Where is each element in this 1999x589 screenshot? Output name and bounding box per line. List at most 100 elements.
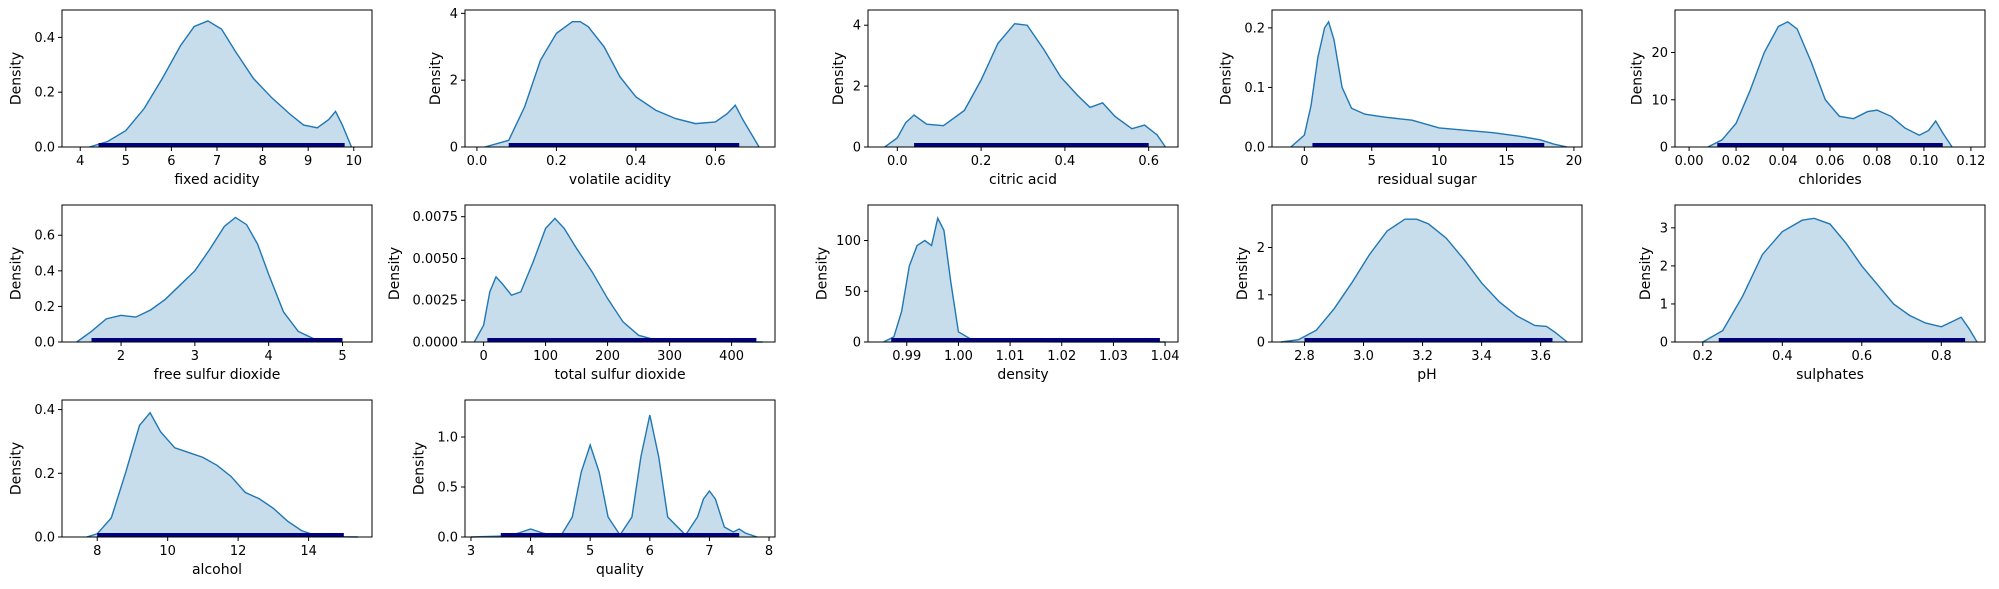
- x-tick-label: 10: [159, 544, 176, 559]
- x-tick-label: 0.00: [1675, 154, 1704, 169]
- y-tick-label: 50: [844, 285, 861, 300]
- y-tick-label: 0: [853, 141, 861, 156]
- y-tick-label: 2: [1660, 259, 1668, 274]
- y-axis-label: Density: [1638, 247, 1654, 300]
- x-tick-label: 0.4: [626, 154, 647, 169]
- x-tick-label: 0.2: [971, 154, 992, 169]
- kde-area: [1702, 218, 1978, 342]
- x-tick-label: 100: [533, 349, 558, 364]
- x-tick-label: 6: [646, 544, 654, 559]
- y-tick-label: 0.2: [34, 467, 55, 482]
- y-tick-label: 0.0: [34, 141, 55, 156]
- x-tick-label: 3.4: [1471, 349, 1492, 364]
- x-tick-label: 200: [595, 349, 620, 364]
- x-tick-label: 4: [526, 544, 534, 559]
- x-tick-label: 15: [1498, 154, 1515, 169]
- x-tick-label: 8: [258, 154, 266, 169]
- y-tick-label: 2: [853, 80, 861, 95]
- y-tick-label: 0.0025: [413, 294, 459, 309]
- x-axis-label: alcohol: [192, 562, 242, 578]
- rug-marks: [487, 338, 757, 342]
- x-tick-label: 10: [345, 154, 362, 169]
- y-tick-label: 1: [1257, 288, 1265, 303]
- axes-frame: [464, 204, 776, 343]
- x-tick-label: 1.03: [1099, 349, 1128, 364]
- kde-line: [89, 20, 353, 148]
- y-tick-label: 0.5: [437, 481, 458, 496]
- x-axis-label: free sulfur dioxide: [154, 367, 281, 383]
- x-tick-label: 3.0: [1353, 349, 1374, 364]
- x-tick-label: 10: [1431, 154, 1448, 169]
- kde-area: [89, 20, 352, 147]
- x-tick-label: 0.6: [705, 154, 726, 169]
- y-axis-label: Density: [8, 247, 24, 300]
- axes-frame: [1674, 204, 1986, 343]
- rug-marks: [508, 143, 740, 147]
- rug-marks: [97, 533, 344, 537]
- y-tick-label: 0.1: [1244, 81, 1265, 96]
- y-axis-label: Density: [1235, 247, 1251, 300]
- y-tick-label: 0.2: [34, 86, 55, 101]
- kde-line: [76, 216, 343, 343]
- y-axis-label: Density: [1218, 52, 1234, 105]
- kde-area: [884, 23, 1166, 148]
- x-tick-label: 5: [586, 544, 594, 559]
- kde-line: [484, 21, 760, 148]
- y-axis-label: Density: [8, 52, 24, 105]
- x-tick-label: 0.10: [1909, 154, 1938, 169]
- y-tick-label: 3: [1660, 221, 1668, 236]
- y-tick-label: 1: [1660, 297, 1668, 312]
- axes-frame: [464, 9, 776, 148]
- x-tick-label: 0.0: [887, 154, 908, 169]
- rug-marks: [914, 143, 1149, 147]
- y-tick-label: 2: [450, 74, 458, 89]
- y-tick-label: 4: [450, 7, 458, 22]
- x-tick-label: 400: [719, 349, 744, 364]
- y-axis-label: Density: [8, 442, 24, 495]
- kde-line: [1280, 218, 1568, 343]
- rug-marks: [98, 143, 345, 147]
- kde-line: [1707, 20, 1953, 148]
- rug-marks: [891, 338, 1160, 342]
- x-tick-label: 6: [167, 154, 175, 169]
- y-axis-label: Density: [814, 247, 830, 300]
- kde-area: [1280, 219, 1568, 342]
- x-tick-label: 0.06: [1816, 154, 1845, 169]
- kde-panel: 0.99 1.00 1.01 1.02 1.03 1.04 0 50 100 density Den…: [814, 204, 1180, 383]
- y-tick-label: 0.6: [34, 229, 55, 244]
- rug-marks: [500, 533, 740, 537]
- x-tick-label: 0.6: [1138, 154, 1159, 169]
- axes-frame: [61, 399, 373, 538]
- x-tick-label: 4: [265, 349, 273, 364]
- x-tick-label: 2.8: [1294, 349, 1315, 364]
- y-tick-label: 0.0: [34, 336, 55, 351]
- y-tick-label: 0: [450, 141, 458, 156]
- x-tick-label: 1.01: [996, 349, 1025, 364]
- x-axis-label: total sulfur dioxide: [554, 367, 685, 383]
- y-tick-label: 20: [1651, 46, 1668, 61]
- y-axis-label: Density: [428, 52, 444, 105]
- x-tick-label: 8: [93, 544, 101, 559]
- x-tick-label: 20: [1566, 154, 1583, 169]
- y-tick-label: 2: [1257, 241, 1265, 256]
- y-tick-label: 0: [1257, 336, 1265, 351]
- kde-area: [470, 415, 758, 537]
- kde-area: [86, 412, 358, 537]
- x-tick-label: 0: [479, 349, 487, 364]
- y-tick-label: 0.0000: [413, 336, 459, 351]
- kde-panel: 2.8 3.0 3.2 3.4 3.6 0 1 2 pH Density: [1235, 204, 1583, 383]
- axes-frame: [464, 399, 776, 538]
- x-tick-label: 0.2: [1692, 349, 1713, 364]
- x-tick-label: 300: [657, 349, 682, 364]
- x-tick-label: 5: [122, 154, 130, 169]
- x-tick-label: 14: [300, 544, 317, 559]
- x-tick-label: 0.0: [467, 154, 488, 169]
- kde-panel: 0.0 0.2 0.4 0.6 0 2 4 volatile acidity Density: [428, 7, 776, 188]
- y-tick-label: 0.4: [34, 403, 55, 418]
- axes-frame: [1271, 204, 1583, 343]
- x-axis-label: pH: [1417, 367, 1436, 383]
- y-axis-label: Density: [387, 247, 403, 300]
- y-tick-label: 0: [853, 336, 861, 351]
- kde-area: [1290, 21, 1568, 147]
